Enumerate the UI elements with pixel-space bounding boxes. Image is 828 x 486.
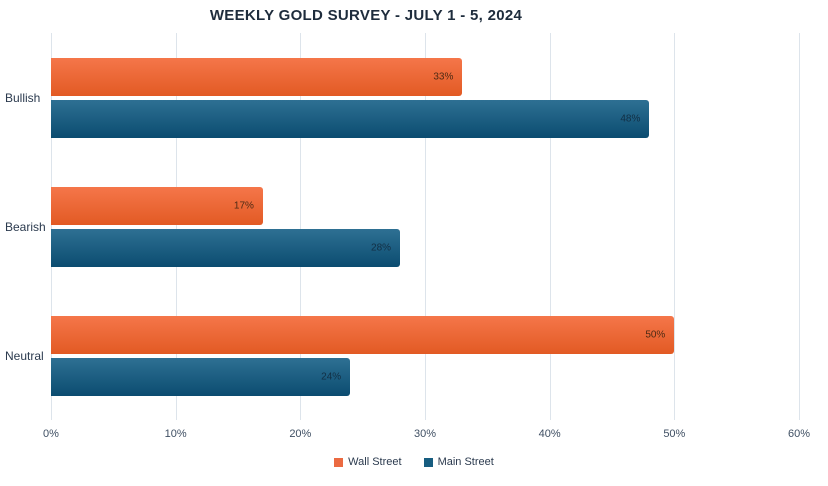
bar-value-label: 50%	[645, 329, 666, 340]
gridline	[175, 33, 177, 420]
bar-main-street-bearish: 28%	[51, 228, 401, 267]
plot-area: 33% 48% 17% 28% 50% 24%	[51, 33, 800, 420]
legend-swatch-main-street	[423, 457, 433, 467]
legend-item-main-street: Main Street	[423, 456, 494, 468]
x-tick-label: 30%	[413, 428, 437, 440]
chart-title: WEEKLY GOLD SURVEY - JULY 1 - 5, 2024	[209, 7, 523, 24]
bar-value-label: 28%	[371, 242, 392, 253]
gridline	[300, 33, 302, 420]
legend-label-main-street: Main Street	[437, 456, 494, 468]
gridline	[549, 33, 551, 420]
bar-value-label: 24%	[321, 371, 342, 382]
bar-value-label: 33%	[433, 71, 454, 82]
legend-swatch-wall-street	[334, 457, 344, 467]
category-label-bullish: Bullish	[5, 90, 41, 105]
bar-wall-street-bullish: 33%	[51, 57, 463, 96]
category-label-neutral: Neutral	[5, 348, 44, 363]
gridline	[425, 33, 426, 420]
x-tick-label: 50%	[663, 428, 686, 440]
gridline	[674, 33, 676, 420]
legend-item-wall-street: Wall Street	[334, 456, 402, 468]
x-tick-label: 40%	[538, 428, 561, 440]
x-tick-label: 20%	[289, 428, 312, 440]
x-tick-label: 0%	[43, 428, 59, 440]
bar-value-label: 17%	[233, 200, 254, 211]
x-tick-label: 10%	[164, 428, 187, 440]
bar-main-street-neutral: 24%	[51, 357, 351, 396]
bar-main-street-bullish: 48%	[51, 99, 650, 138]
bar-value-label: 48%	[620, 113, 641, 124]
gridline	[51, 33, 52, 420]
bar-wall-street-neutral: 50%	[51, 315, 675, 354]
x-tick-label: 60%	[787, 428, 811, 440]
legend-label-wall-street: Wall Street	[348, 456, 402, 468]
bar-wall-street-bearish: 17%	[51, 186, 263, 225]
category-label-bearish: Bearish	[5, 219, 46, 234]
legend: Wall Street Main Street	[0, 456, 828, 468]
gridline	[799, 33, 800, 420]
